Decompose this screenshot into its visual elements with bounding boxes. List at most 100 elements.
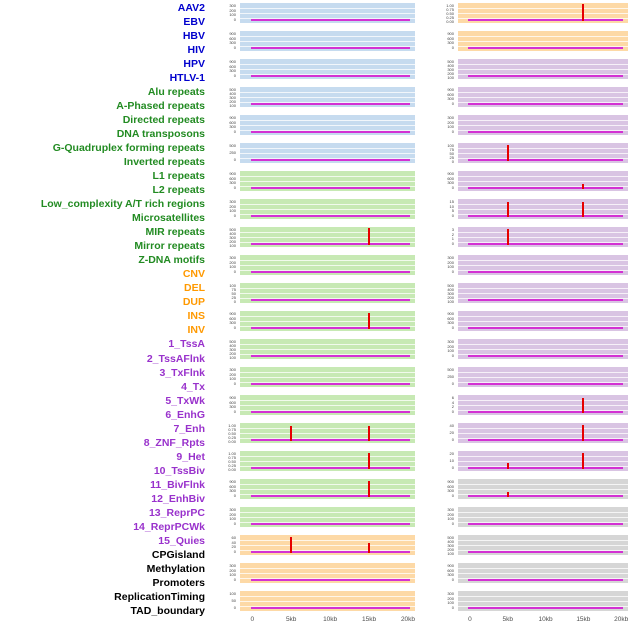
gridline: [458, 400, 628, 401]
y-tick-label: 300: [229, 320, 236, 326]
baseline-line: [468, 75, 623, 77]
gridline: [240, 494, 415, 495]
gridline: [240, 265, 415, 266]
panel-cpgisland: [458, 479, 628, 499]
y-axis-ticks: 300 200 100 0: [223, 255, 238, 275]
y-tick-label: 10: [449, 458, 454, 463]
row-label-5-txwk: 5_TxWk: [165, 394, 205, 407]
gridline: [458, 293, 628, 294]
gridline: [240, 354, 415, 355]
row-label-3-txflnk: 3_TxFlnk: [159, 366, 205, 379]
gridline: [240, 596, 415, 597]
gridline: [240, 64, 415, 65]
y-tick-label: 200: [229, 99, 236, 104]
y-tick-label: 300: [229, 367, 236, 372]
y-tick-label: 15: [449, 199, 454, 204]
gridline: [458, 428, 628, 429]
baseline-line: [468, 523, 623, 525]
y-tick-label: 0: [233, 408, 236, 414]
y-tick-label: 0.50: [446, 11, 454, 16]
y-tick-label: 900: [447, 563, 454, 568]
gridline: [240, 382, 415, 383]
y-tick-label: 0: [233, 324, 236, 330]
y-tick-label: 600: [447, 483, 454, 489]
y-tick-label: 200: [447, 295, 454, 300]
gridline: [240, 125, 415, 126]
y-tick-label: 300: [447, 320, 454, 326]
panel-inv: [458, 31, 628, 51]
y-tick-label: 0: [233, 299, 236, 304]
peak-marker: [506, 492, 509, 497]
row-label-13-reprpc: 13_ReprPC: [148, 506, 205, 519]
y-tick-label: 0: [451, 240, 454, 246]
gridline: [240, 41, 415, 42]
x-tick-label: 0: [250, 616, 255, 623]
y-tick-label: 200: [229, 567, 236, 573]
y-tick-label: 900: [229, 59, 236, 64]
gridline: [240, 349, 415, 350]
y-tick-label: 300: [229, 235, 236, 240]
baseline-line: [250, 187, 410, 189]
gridline: [240, 410, 415, 411]
gridline: [458, 316, 628, 317]
y-tick-label: 0: [233, 72, 236, 78]
y-tick-label: 300: [229, 68, 236, 74]
panel-4-tx: [458, 143, 628, 163]
y-axis-ticks: 900 600 300 0: [223, 31, 238, 51]
peak-marker: [582, 425, 585, 441]
gridline: [458, 181, 628, 182]
row-label-6-enhg: 6_EnhG: [165, 408, 205, 421]
gridline: [240, 232, 415, 233]
panel-1-tssa: [458, 59, 628, 79]
row-label-hpv: HPV: [183, 58, 205, 71]
y-tick-label: 100: [229, 355, 236, 360]
y-tick-label: 0.75: [446, 7, 454, 12]
y-tick-label: 10: [449, 203, 454, 209]
baseline-line: [250, 607, 410, 609]
baseline-line: [468, 47, 623, 49]
x-tick-label: 0: [468, 616, 472, 623]
y-tick-label: 400: [447, 539, 454, 544]
panel-cnv: [240, 535, 415, 555]
row-label-promoters: Promoters: [152, 576, 205, 589]
y-tick-label: 1.00: [446, 3, 454, 8]
y-tick-label: 900: [229, 395, 236, 400]
y-tick-label: 0: [233, 44, 236, 50]
y-tick-label: 100: [229, 516, 236, 522]
panel-inverted-repeats: [240, 311, 415, 331]
baseline-line: [250, 439, 410, 441]
baseline-line: [250, 523, 410, 525]
gridline: [240, 545, 415, 546]
gridline: [458, 148, 628, 149]
gridline: [458, 260, 628, 261]
y-tick-label: 600: [229, 175, 236, 181]
baseline-line: [250, 383, 410, 385]
panel-directed-repeats: [240, 227, 415, 247]
y-tick-label: 500: [229, 227, 236, 232]
gridline: [240, 578, 415, 579]
y-tick-label: 0.75: [228, 427, 236, 432]
row-label-aav2: AAV2: [177, 2, 205, 14]
x-tick-label: 5kb: [285, 616, 297, 623]
y-tick-label: 0.50: [228, 431, 236, 436]
row-label-1-tssa: 1_TssA: [168, 338, 205, 351]
y-axis-ticks: 300 200 100 0: [441, 255, 456, 275]
y-tick-label: 100: [229, 208, 236, 214]
y-tick-label: 300: [447, 339, 454, 344]
row-label-cnv: CNV: [182, 268, 205, 281]
y-tick-label: 600: [229, 119, 236, 125]
gridline: [240, 260, 415, 261]
y-axis-ticks: 900 600 300 0: [441, 31, 456, 51]
y-tick-label: 6: [451, 395, 454, 400]
panel-ebv: [240, 31, 415, 51]
y-tick-label: 0: [233, 16, 236, 22]
y-tick-label: 0: [451, 268, 454, 274]
row-label-l1-repeats: L1 repeats: [152, 170, 205, 183]
baseline-line: [250, 131, 410, 133]
gridline: [240, 293, 415, 294]
y-tick-label: 1: [451, 236, 454, 242]
y-tick-label: 4: [451, 399, 454, 405]
gridline: [240, 153, 415, 154]
gridline: [458, 606, 628, 607]
gridline: [458, 125, 628, 126]
